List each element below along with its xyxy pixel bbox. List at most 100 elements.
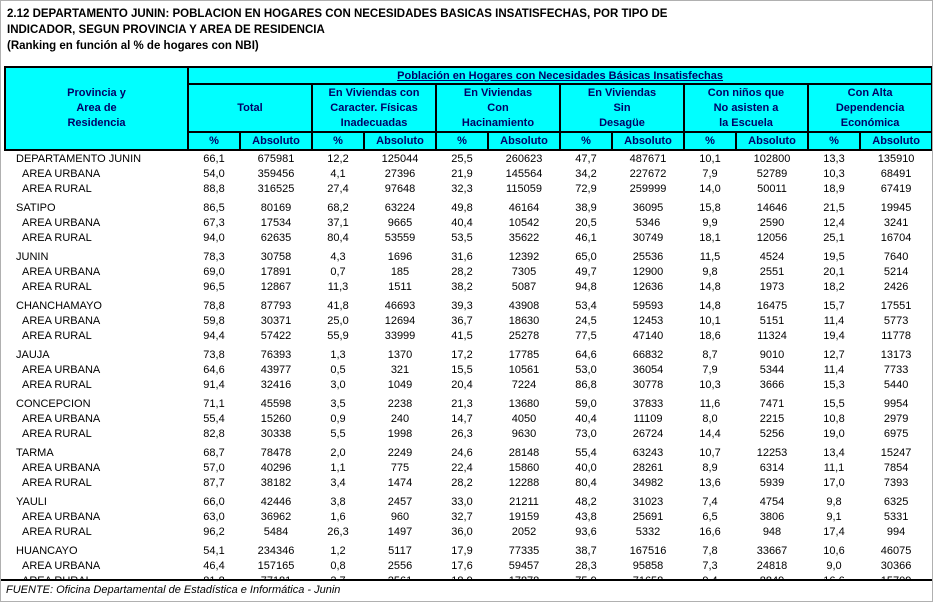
- abs-value: 948: [762, 525, 782, 538]
- pct-value: 21,5: [823, 201, 845, 214]
- abs-value: 63224: [384, 201, 416, 214]
- abs-value: 2556: [387, 559, 413, 572]
- group-header-sin-desague: En Viviendas Sin Desagüe: [559, 83, 685, 133]
- abs-value: 2457: [387, 495, 413, 508]
- pct-value: 9,1: [826, 510, 842, 523]
- abs-value: 12056: [756, 231, 788, 244]
- pct-value: 25,1: [823, 231, 845, 244]
- row-label: AREA RURAL: [22, 280, 92, 293]
- abs-value: 17534: [260, 216, 292, 229]
- abs-value: 45598: [260, 397, 292, 410]
- abs-value: 5344: [759, 363, 785, 376]
- abs-value: 5256: [759, 427, 785, 440]
- pct-value: 55,4: [203, 412, 225, 425]
- pct-value: 25,0: [327, 314, 349, 327]
- pct-value: 54,1: [203, 544, 225, 557]
- abs-value: 1370: [387, 348, 413, 361]
- pct-value: 94,8: [575, 280, 597, 293]
- pct-value: 1,2: [330, 544, 346, 557]
- pct-value: 14,4: [699, 427, 721, 440]
- row-header-cell: Provincia y Area de Residencia: [4, 66, 189, 151]
- pct-value: 11,1: [823, 461, 845, 474]
- group-header-total: Total: [187, 83, 313, 133]
- pct-value: 10,3: [699, 378, 721, 391]
- row-label: AREA RURAL: [22, 231, 92, 244]
- pct-value: 9,8: [826, 495, 842, 508]
- pct-value: 68,7: [203, 446, 225, 459]
- pct-value: 18,9: [823, 182, 845, 195]
- pct-value: 66,0: [203, 495, 225, 508]
- abs-value: 775: [390, 461, 410, 474]
- abs-value: 240: [390, 412, 410, 425]
- row-label: YAULI: [16, 495, 47, 508]
- pct-value: 59,0: [575, 397, 597, 410]
- abs-value: 59457: [508, 559, 540, 572]
- pct-value: 7,8: [702, 544, 718, 557]
- row-label: AREA RURAL: [22, 329, 92, 342]
- abs-value: 30338: [260, 427, 292, 440]
- table-row: DEPARTAMENTO JUNIN 66,1 675981 12,2 125044 25…: [5, 150, 932, 166]
- table-row: AREA RURAL 88,8 316525 27,4 97648 32,3 115059 7…: [5, 181, 932, 196]
- pct-value: 43,8: [575, 510, 597, 523]
- pct-value: 28,2: [451, 476, 473, 489]
- table-row: AREA RURAL 91,4 32416 3,0 1049 20,4 7224 86,8 30…: [5, 377, 932, 392]
- pct-value: 26,3: [451, 427, 473, 440]
- abs-value: 42446: [260, 495, 292, 508]
- abs-value: 46164: [508, 201, 540, 214]
- abs-value: 12867: [260, 280, 292, 293]
- abs-value: 34982: [632, 476, 664, 489]
- abs-value: 102800: [753, 152, 791, 165]
- abs-value: 9630: [511, 427, 537, 440]
- abs-value: 15247: [880, 446, 912, 459]
- row-label: AREA RURAL: [22, 427, 92, 440]
- pct-value: 8,0: [702, 412, 718, 425]
- abs-value: 5773: [883, 314, 909, 327]
- row-label: AREA RURAL: [22, 476, 92, 489]
- pct-value: 48,2: [575, 495, 597, 508]
- abs-value: 359456: [257, 167, 295, 180]
- source-note: FUENTE: Oficina Departamental de Estadís…: [1, 579, 932, 601]
- pct-value: 15,7: [823, 299, 845, 312]
- pct-value: 41,5: [451, 329, 473, 342]
- abs-value: 5346: [635, 216, 661, 229]
- abs-value: 2426: [883, 280, 909, 293]
- pct-value: 10,1: [699, 314, 721, 327]
- pct-value: 96,5: [203, 280, 225, 293]
- pct-value: 77,5: [575, 329, 597, 342]
- pct-value: 53,0: [575, 363, 597, 376]
- abs-value: 1511: [388, 280, 412, 293]
- pct-value: 53,5: [451, 231, 473, 244]
- row-label: AREA URBANA: [22, 314, 101, 327]
- pct-value: 27,4: [327, 182, 349, 195]
- pct-value: 80,4: [575, 476, 597, 489]
- abs-value: 2979: [883, 412, 909, 425]
- table-row: AREA URBANA 57,0 40296 1,1 775 22,4 15860 40,0 2…: [5, 460, 932, 475]
- pct-value: 40,4: [575, 412, 597, 425]
- abs-value: 227672: [629, 167, 667, 180]
- pct-value: 72,9: [575, 182, 597, 195]
- pct-value: 31,6: [451, 250, 473, 263]
- abs-value: 53559: [384, 231, 416, 244]
- abs-value: 21211: [509, 495, 539, 508]
- abs-value: 12453: [632, 314, 664, 327]
- abs-value: 9665: [387, 216, 413, 229]
- pct-value: 15,3: [823, 378, 845, 391]
- pct-value: 12,7: [823, 348, 845, 361]
- pct-value: 46,1: [575, 231, 597, 244]
- pct-value: 73,0: [575, 427, 597, 440]
- pct-value: 10,3: [823, 167, 845, 180]
- pct-value: 19,5: [823, 250, 845, 263]
- abs-value: 27396: [384, 167, 416, 180]
- table-row: CHANCHAMAYO 78,8 87793 41,8 46693 39,3 43908 53…: [5, 298, 932, 313]
- abs-value: 185: [390, 265, 410, 278]
- table-row: AREA URBANA 64,6 43977 0,5 321 15,5 10561 53,0 3…: [5, 362, 932, 377]
- table-row: AREA URBANA 54,0 359456 4,1 27396 21,9 145564 3…: [5, 166, 932, 181]
- abs-value: 30371: [260, 314, 292, 327]
- pct-value: 94,0: [203, 231, 225, 244]
- pct-value: 82,8: [203, 427, 225, 440]
- abs-value: 6975: [883, 427, 909, 440]
- row-label: AREA URBANA: [22, 559, 101, 572]
- abs-value: 17785: [508, 348, 540, 361]
- pct-value: 64,6: [575, 348, 597, 361]
- pct-value: 32,7: [451, 510, 473, 523]
